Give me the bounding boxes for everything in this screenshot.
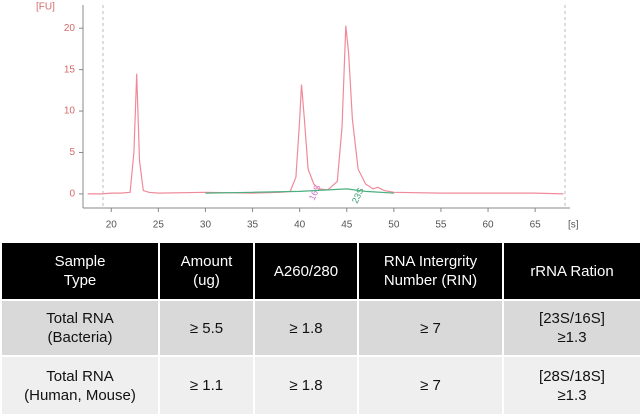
- y-tick-label: 15: [64, 64, 76, 75]
- x-axis-label: [s]: [568, 220, 579, 231]
- x-tick-label: 20: [106, 220, 118, 231]
- chart: [FU] [s] 16S 23S 20 25 30 35 40 45 50 55 60 65051…: [36, 2, 579, 231]
- header-cell: A260/280: [255, 243, 357, 299]
- cell: ≥ 5.5: [160, 301, 253, 355]
- header-cell: Amount (ug): [160, 243, 253, 299]
- cell: ≥ 1.8: [255, 357, 357, 414]
- trace: [87, 25, 564, 195]
- x-tick-label: 60: [482, 220, 494, 231]
- x-tick-label: 30: [200, 220, 212, 231]
- cell: Total RNA (Bacteria): [2, 301, 158, 355]
- x-tick-label: 55: [435, 220, 447, 231]
- x-tick-label: 65: [530, 220, 542, 231]
- row: Total RNA (Bacteria) ≥ 5.5 ≥ 1.8 ≥ 7 [23…: [2, 301, 640, 355]
- header-row: Sample Type Amount (ug) A260/280 RNA Int…: [2, 243, 640, 299]
- cell: ≥ 1.8: [255, 301, 357, 355]
- cell: ≥ 7: [359, 357, 502, 414]
- header-cell: rRNA Ration: [504, 243, 640, 299]
- y-axis-label: [FU]: [36, 2, 55, 13]
- x-tick-label: 45: [341, 220, 353, 231]
- x-tick-label: 25: [153, 220, 165, 231]
- header-cell: Sample Type: [2, 243, 158, 299]
- cell: [23S/16S] ≥1.3: [504, 301, 640, 355]
- cell: ≥ 7: [359, 301, 502, 355]
- x-tick-label: 35: [247, 220, 259, 231]
- x-tick-label: 50: [388, 220, 400, 231]
- spec-table: Sample Type Amount (ug) A260/280 RNA Int…: [0, 241, 642, 416]
- cell: [28S/18S] ≥1.3: [504, 357, 640, 414]
- cell: ≥ 1.1: [160, 357, 253, 414]
- y-tick-label: 20: [64, 23, 76, 34]
- y-tick-label: 10: [64, 106, 76, 117]
- y-tick-label: 0: [69, 189, 75, 200]
- cell: Total RNA (Human, Mouse): [2, 357, 158, 414]
- x-tick-label: 40: [294, 220, 306, 231]
- trace: [205, 188, 394, 194]
- row: Total RNA (Human, Mouse) ≥ 1.1 ≥ 1.8 ≥ 7…: [2, 357, 640, 414]
- header-cell: RNA Intergrity Number (RIN): [359, 243, 502, 299]
- y-tick-label: 5: [69, 147, 75, 158]
- annotation: 23S: [350, 186, 366, 205]
